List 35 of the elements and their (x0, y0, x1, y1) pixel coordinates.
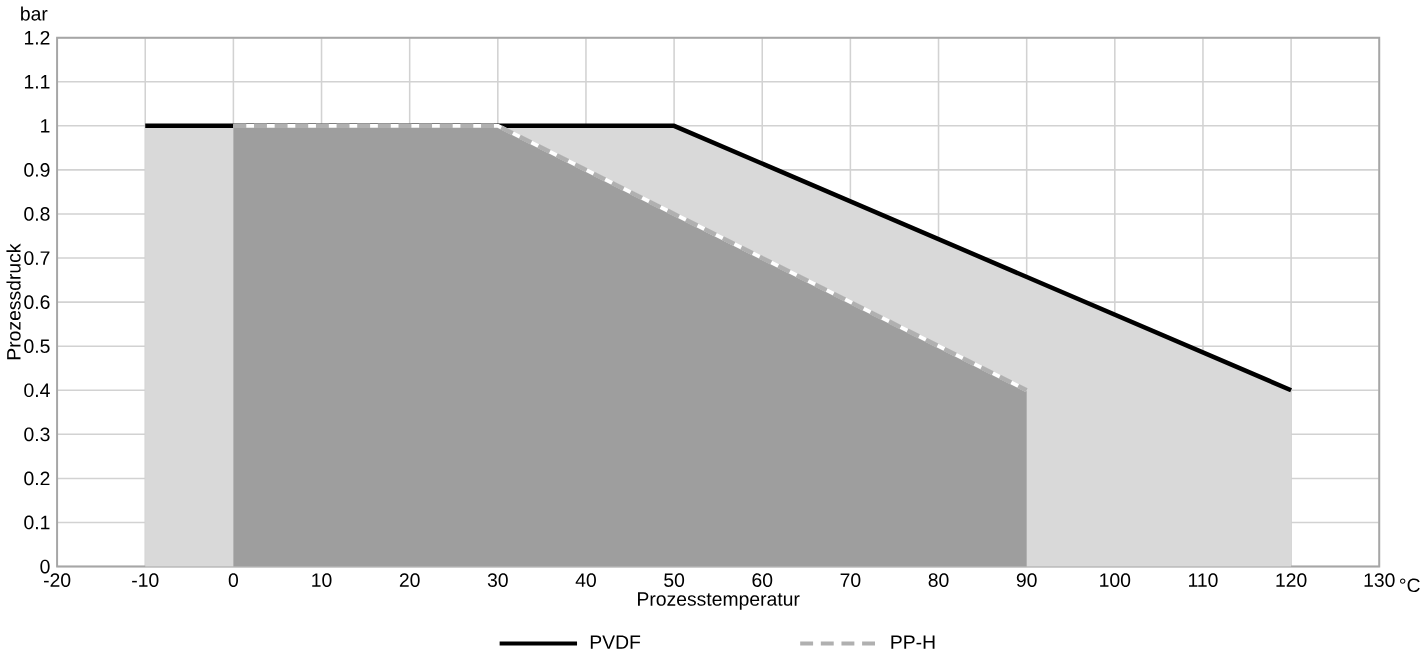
text: bar (21, 6, 48, 21)
y-tick-label: 1.2 (24, 31, 50, 45)
y-tick-label: 1 (41, 119, 50, 133)
y-tick-label: 0.5 (24, 339, 50, 354)
x-tick-label: 0 (228, 573, 238, 588)
y-tick-label: 0.3 (24, 427, 50, 442)
x-tick-label: 110 (1189, 573, 1218, 588)
x-tick-label: 90 (1016, 573, 1037, 588)
x-tick-label: 120 (1276, 573, 1307, 588)
x-tick-label: 50 (664, 573, 685, 588)
x-tick-label: 10 (312, 573, 332, 588)
x-tick-label: -20 (43, 573, 71, 588)
x-tick-label: 70 (840, 573, 861, 588)
x-tick-label: 80 (928, 573, 949, 588)
x-tick-label: 100 (1100, 573, 1131, 588)
x-tick-label: 30 (487, 573, 508, 588)
x-tick-label: 40 (575, 573, 596, 588)
y-tick-label: 0.6 (24, 295, 50, 310)
x-tick-label: 130 (1364, 573, 1395, 588)
text: °C (1400, 578, 1420, 593)
y-tick-label: 0.4 (24, 383, 50, 398)
x-tick-label: 20 (399, 573, 420, 588)
x-tick-label: 60 (752, 573, 773, 588)
y-tick-label: 0.7 (24, 251, 50, 265)
y-tick-label: 0.1 (24, 515, 50, 530)
legend-label: PP-H (891, 635, 935, 649)
y-tick-label: 0.9 (24, 163, 50, 177)
legend-label: PVDF (590, 635, 641, 649)
x-tick-label: -10 (132, 573, 159, 588)
x-axis-title: Prozesstemperatur (638, 592, 800, 610)
y-tick-label: 0.2 (24, 471, 50, 486)
y-tick-label: 0.8 (24, 207, 50, 221)
y-tick-label: 0 (40, 559, 50, 574)
y-tick-label: 1.1 (24, 75, 50, 89)
y-axis-title: Prozessdruck (6, 243, 21, 360)
